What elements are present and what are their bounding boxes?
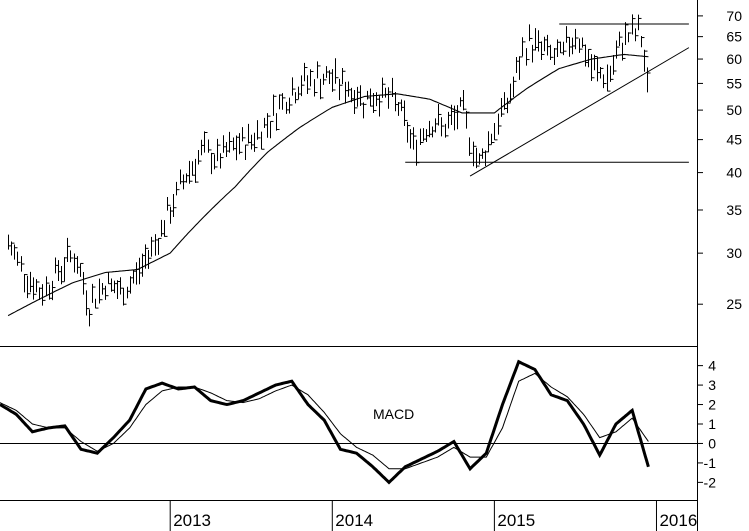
macd-tick-label: 3 [708, 377, 716, 393]
moving-average-line [7, 53, 649, 317]
price-tick-label: 60 [726, 51, 742, 67]
price-tick-label: 25 [726, 296, 742, 312]
price-tick-label: 45 [726, 132, 742, 148]
trend-annotations [405, 23, 690, 177]
year-tick-label: 2013 [173, 511, 211, 530]
time-axis: 2013 2014 2015 2016 [169, 500, 697, 531]
trendline [469, 47, 690, 177]
panel-frames [0, 0, 698, 531]
price-tick-label: 30 [726, 245, 742, 261]
macd-tick-label: 1 [708, 416, 716, 432]
price-tick-label: 65 [726, 29, 742, 45]
macd-tick-label: 2 [708, 397, 716, 413]
year-tick-label: 2015 [497, 511, 535, 530]
macd-tick-label: 0 [708, 435, 716, 451]
macd-axis: -2 -1 0 1 2 3 4 [697, 358, 717, 490]
price-tick-label: 55 [726, 75, 742, 91]
macd-tick-label: -2 [704, 474, 717, 490]
macd-panel: -2 -1 0 1 2 3 4 MACD [0, 358, 717, 490]
macd-tick-label: -1 [704, 455, 717, 471]
macd-label: MACD [373, 406, 414, 422]
year-tick-label: 2014 [335, 511, 373, 530]
macd-tick-label: 4 [708, 358, 716, 374]
year-tick-label: 2016 [659, 511, 697, 530]
macd-line [0, 359, 650, 485]
price-tick-label: 40 [726, 165, 742, 181]
price-tick-label: 50 [726, 102, 742, 118]
price-axis: 25 30 35 40 45 50 55 60 65 70 [697, 8, 742, 312]
price-tick-label: 35 [726, 202, 742, 218]
price-panel: 25 30 35 40 45 50 55 60 65 70 [7, 8, 742, 327]
price-tick-label: 70 [726, 8, 742, 24]
weekly-price-bars [8, 14, 651, 327]
